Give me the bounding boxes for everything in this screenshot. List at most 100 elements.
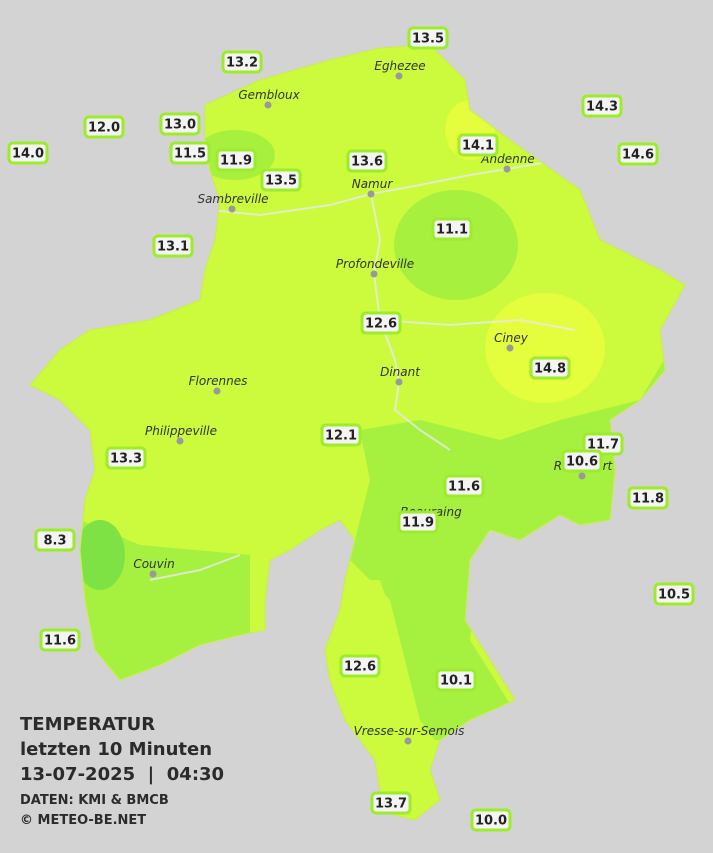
city-dot — [395, 378, 403, 386]
station: 11.7 — [582, 432, 624, 456]
city-dot — [506, 344, 514, 352]
station-box — [83, 115, 125, 139]
station-box — [397, 510, 439, 534]
zone — [330, 580, 400, 720]
city-dot — [176, 437, 184, 445]
zone — [394, 190, 518, 300]
station: 13.0 — [159, 112, 201, 136]
station-value: 10.6 — [566, 455, 598, 470]
station: 11.6 — [443, 474, 485, 498]
station-box — [320, 423, 362, 447]
station-value: 11.8 — [632, 492, 664, 507]
city-dot — [578, 472, 586, 480]
station-value: 14.6 — [622, 148, 654, 163]
city-dot — [395, 72, 403, 80]
station: 13.1 — [152, 234, 194, 258]
station-value: 14.1 — [462, 139, 494, 154]
station: 12.1 — [320, 423, 362, 447]
station-value: 13.3 — [110, 452, 142, 467]
station: 12.6 — [339, 654, 381, 678]
station-value: 11.6 — [448, 480, 480, 495]
station-value: 13.5 — [412, 32, 444, 47]
station-box — [529, 356, 571, 380]
station-value: 14.3 — [586, 100, 618, 115]
station-box — [260, 168, 302, 192]
station-box — [339, 654, 381, 678]
station: 13.2 — [221, 50, 263, 74]
city-name: Profondeville — [336, 257, 414, 271]
city-name: Namur — [352, 177, 394, 191]
station: 11.5 — [169, 141, 211, 165]
station-box — [346, 149, 388, 173]
station-value: 11.9 — [220, 154, 252, 169]
station-box — [627, 486, 669, 510]
city-name: Vresse-sur-Semois — [354, 724, 465, 738]
city-name: Sambreville — [197, 192, 268, 206]
station: 10.0 — [470, 808, 512, 832]
city-dot — [264, 101, 272, 109]
station: 13.6 — [346, 149, 388, 173]
station-value: 8.3 — [43, 534, 66, 549]
station-value: 14.8 — [534, 362, 566, 377]
station-value: 11.1 — [436, 223, 468, 238]
station-box — [470, 808, 512, 832]
station-box — [457, 133, 499, 157]
station-value: 10.5 — [658, 588, 690, 603]
station: 11.8 — [627, 486, 669, 510]
zone — [485, 293, 605, 403]
city-dot — [503, 165, 511, 173]
station: 12.6 — [360, 311, 402, 335]
city-name: Couvin — [133, 557, 174, 571]
station: 14.3 — [581, 94, 623, 118]
city-dot — [213, 387, 221, 395]
station: 11.1 — [431, 217, 473, 241]
city-dot — [149, 570, 157, 578]
station-value: 13.6 — [351, 155, 383, 170]
station-box — [582, 432, 624, 456]
city-name: Ciney — [494, 331, 529, 345]
source: DATEN: KMI & BMCB — [20, 793, 169, 808]
station-value: 10.1 — [440, 674, 472, 689]
station-value: 11.7 — [587, 438, 619, 453]
legend: TEMPERATUR letzten 10 Minuten 13-07-2025… — [20, 712, 224, 831]
zone — [75, 520, 125, 590]
city-dot — [367, 190, 375, 198]
station: 13.3 — [105, 446, 147, 470]
station-box — [407, 26, 449, 50]
station-box — [581, 94, 623, 118]
station-value: 11.9 — [402, 516, 434, 531]
station: 10.6 — [561, 449, 603, 473]
station-value: 13.5 — [265, 174, 297, 189]
station-box — [431, 217, 473, 241]
station-value: 12.6 — [344, 660, 376, 675]
city-name: Gembloux — [238, 88, 300, 102]
heading: TEMPERATUR — [20, 714, 156, 735]
station: 12.0 — [83, 115, 125, 139]
city-dot — [370, 270, 378, 278]
station-box — [370, 791, 412, 815]
station-box — [215, 148, 257, 172]
datetime: 13-07-2025 | 04:30 — [20, 764, 225, 785]
station-box — [653, 582, 695, 606]
station: 14.6 — [617, 142, 659, 166]
station: 14.0 — [7, 141, 49, 165]
station: 10.1 — [435, 668, 477, 692]
station-box — [221, 50, 263, 74]
station: 11.9 — [215, 148, 257, 172]
station-box — [159, 112, 201, 136]
station-value: 13.0 — [164, 118, 196, 133]
city-name: Eghezee — [374, 59, 425, 73]
city-name: Dinant — [380, 365, 421, 379]
station-value: 13.1 — [157, 240, 189, 255]
station: 11.9 — [397, 510, 439, 534]
station-value: 10.0 — [475, 814, 507, 829]
station-box — [39, 628, 81, 652]
station-value: 13.2 — [226, 56, 258, 71]
station: 14.8 — [529, 356, 571, 380]
station-box — [561, 449, 603, 473]
period: letzten 10 Minuten — [20, 739, 213, 760]
station-value: 12.6 — [365, 317, 397, 332]
station-box — [105, 446, 147, 470]
